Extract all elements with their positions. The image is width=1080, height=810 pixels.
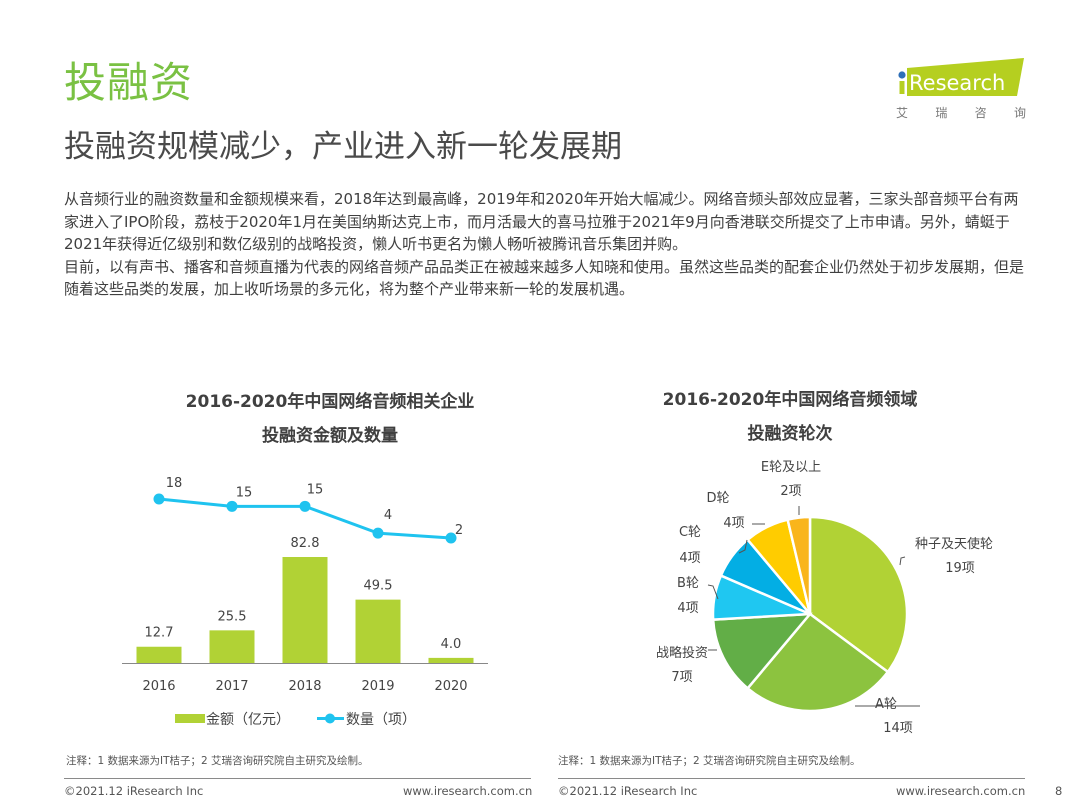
bar-line-chart: 12.7 2016 25.5 2017 82.8 2018 49.5 2019 4.0 2020 1… [122,476,488,728]
logo-chinese: 艾 瑞 咨 询 [896,104,1026,121]
legend-bar-label: 金额（亿元） [206,712,290,728]
bar-chart-title-line1: 2016-2020年中国网络音频相关企业 [185,392,475,412]
iresearch-logo: Research [898,58,1024,96]
count-point-2018 [299,500,311,512]
body-text: 从音频行业的融资数量和金额规模来看，2018年达到最高峰，2019年和2020年… [64,188,1024,301]
paragraph-1: 从音频行业的融资数量和金额规模来看，2018年达到最高峰，2019年和2020年… [64,190,1019,253]
count-value-label: 18 [166,476,183,491]
pie-slice-value-label: 19项 [945,561,975,576]
pie-slice-name-label: C轮 [679,525,701,540]
pie-slice-value-label: 14项 [883,721,913,736]
url-right: www.iresearch.com.cn [896,784,1026,798]
pie-slice-name-label: E轮及以上 [761,460,821,475]
logo-cn-char: 咨 [974,106,987,120]
paragraph-2: 目前，以有声书、播客和音频直播为代表的网络音频产品品类正在被越来越多人知晓和使用… [64,257,1025,299]
bar-value-label: 82.8 [291,536,320,551]
page-subtitle: 投融资规模减少，产业进入新一轮发展期 [64,129,622,165]
bar-chart-title-line2: 投融资金额及数量 [262,426,398,446]
legend-line-marker [325,713,335,724]
bar-chart-title: 2016-2020年中国网络音频相关企业 投融资金额及数量 [110,385,550,453]
pie-slice-name-label: A轮 [875,697,897,712]
pie-slice-value-label: 4项 [677,601,698,616]
pie-slice-6 [786,515,812,615]
x-tick-label: 2018 [288,679,321,694]
pie-slice-name-label: B轮 [677,576,699,591]
note-right: 注释：1 数据来源为IT桔子；2 艾瑞咨询研究院自主研究及绘制。 [558,755,861,767]
logo-banner [907,58,1024,96]
logo-cn-char: 艾 [896,106,909,120]
bar-value-label: 49.5 [364,579,393,594]
bar-2016 [136,646,182,663]
section-title: 投融资 [64,58,194,107]
bar-value-label: 25.5 [218,609,247,624]
pie-slice-value-label: 2项 [780,484,801,499]
copyright-right: ©2021.12 iResearch Inc [558,784,698,798]
pie-chart-title-line2: 投融资轮次 [747,424,833,444]
logo-text: Research [909,71,1005,95]
x-tick-label: 2016 [142,679,175,694]
bar-2018 [282,557,328,663]
logo-cn-char: 询 [1013,106,1026,120]
pie-slice-0 [808,515,909,674]
legend-line-label: 数量（项） [346,712,416,728]
legend-bar-swatch [175,714,205,723]
url-left: www.iresearch.com.cn [403,784,533,798]
x-tick-label: 2020 [434,679,467,694]
pie-chart: 种子及天使轮 19项 A轮 14项 战略投资 7项 B轮 4项 C轮 4项 D轮 4项 E轮及以上 2项 [656,460,993,736]
pie-slice-value-label: 4项 [723,516,744,531]
pie-slice-value-label: 7项 [671,670,692,685]
note-left: 注释：1 数据来源为IT桔子；2 艾瑞咨询研究院自主研究及绘制。 [66,755,369,767]
footer-divider-right [558,778,1025,779]
count-point-2016 [153,493,165,505]
pie-slice-name-label: D轮 [706,491,729,506]
pie-slice-2 [711,612,813,691]
bar-value-label: 12.7 [145,626,174,641]
logo-i-stem [899,81,905,94]
count-value-label: 15 [307,482,324,497]
bar-2017 [209,630,255,663]
pie-chart-title: 2016-2020年中国网络音频领域 投融资轮次 [590,383,990,451]
pie-slice-name-label: 战略投资 [656,645,708,661]
x-tick-label: 2017 [215,679,248,694]
footer-divider-left [64,778,531,779]
pie-slice-1 [745,612,890,713]
pie-chart-title-line1: 2016-2020年中国网络音频领域 [662,390,918,410]
bar-2019 [355,599,401,663]
count-value-label: 4 [384,508,392,523]
bar-value-label: 4.0 [441,637,462,652]
pie-slice-value-label: 4项 [679,551,700,566]
bar-2020 [428,657,474,663]
count-point-2020 [445,532,457,544]
pie-slice-name-label: 种子及天使轮 [915,536,993,552]
x-tick-label: 2019 [361,679,394,694]
count-point-2019 [372,527,384,539]
page-number: 8 [1055,784,1063,798]
pie-leader-line [738,539,748,554]
pie-leader-line [707,584,719,600]
logo-dot [898,71,906,79]
logo-cn-char: 瑞 [935,106,948,120]
pie-leader-line [899,556,906,566]
count-value-label: 15 [236,485,253,500]
copyright-left: ©2021.12 iResearch Inc [64,784,204,798]
count-value-label: 2 [455,523,463,538]
count-point-2017 [226,500,238,512]
